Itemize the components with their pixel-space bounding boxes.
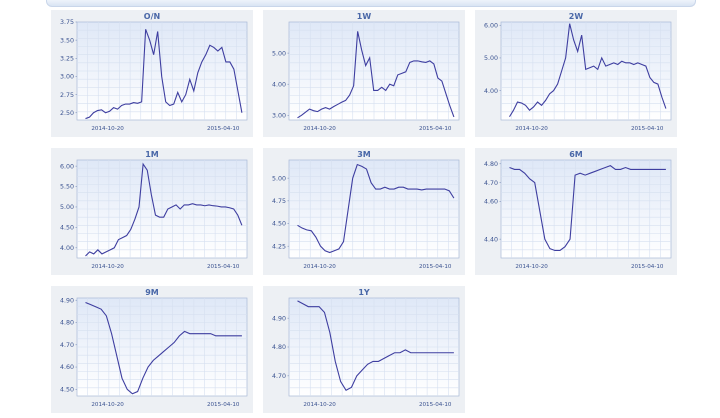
chart-title: 6M [569, 150, 583, 159]
chart-title: O/N [144, 12, 160, 21]
x-tick-label: 2014-10-20 [91, 264, 124, 270]
series-line [85, 29, 243, 120]
y-tick-label: 3.00 [272, 113, 286, 120]
chart-panel-1y: 1Y 4.70 4.80 4.90 2014-10-20 2015-04-10 [263, 286, 465, 413]
top-header-bar [46, 0, 696, 7]
series-line [297, 163, 455, 254]
chart-svg: 1W 3.00 4.00 5.00 2014-10-20 2015-04-10 [272, 12, 460, 132]
series-line [509, 23, 667, 118]
y-tick-label: 5.00 [60, 204, 74, 211]
y-tick-label: 6.00 [484, 22, 498, 29]
y-tick-label: 5.00 [272, 50, 286, 57]
chart-svg: 6M 4.40 4.60 4.70 4.80 2014-10-20 2015-04-10 [484, 150, 672, 270]
x-tick-label: 2015-04-10 [207, 264, 240, 270]
y-tick-label: 5.00 [484, 55, 498, 62]
x-tick-label: 2014-10-20 [91, 126, 124, 132]
y-tick-label: 4.70 [272, 373, 286, 380]
y-tick-label: 4.25 [272, 243, 286, 250]
series-line [85, 301, 242, 395]
y-tick-label: 4.80 [272, 344, 286, 351]
y-tick-label: 4.70 [484, 180, 498, 187]
chart-svg: 9M 4.50 4.60 4.70 4.80 4.90 2014-10-20 2015-04-… [60, 288, 248, 408]
chart-panel-1m: 1M 4.00 4.50 5.00 5.50 6.00 2014-10-20 2015-04-… [51, 148, 253, 275]
x-tick-label: 2015-04-10 [207, 126, 240, 132]
y-tick-label: 4.50 [60, 225, 74, 232]
x-tick-label: 2015-04-10 [419, 264, 452, 270]
x-tick-label: 2014-10-20 [303, 402, 336, 408]
y-tick-label: 3.75 [60, 19, 74, 26]
y-tick-label: 4.00 [60, 245, 74, 252]
x-tick-label: 2015-04-10 [419, 126, 452, 132]
chart-panel-on: O/N 2.50 2.75 3.00 3.25 3.50 3.75 2014-10-20 201… [51, 10, 253, 137]
series-line [297, 31, 455, 119]
y-tick-label: 4.40 [484, 236, 498, 243]
x-tick-label: 2014-10-20 [515, 126, 548, 132]
y-tick-label: 4.80 [484, 161, 498, 168]
y-tick-label: 4.80 [60, 320, 74, 327]
chart-svg: O/N 2.50 2.75 3.00 3.25 3.50 3.75 2014-10-20 201… [60, 12, 248, 132]
y-tick-label: 4.75 [272, 198, 286, 205]
y-tick-label: 4.90 [272, 315, 286, 322]
chart-panel-9m: 9M 4.50 4.60 4.70 4.80 4.90 2014-10-20 2015-04-… [51, 286, 253, 413]
y-tick-label: 2.50 [60, 110, 74, 117]
x-tick-label: 2014-10-20 [515, 264, 548, 270]
x-tick-label: 2015-04-10 [419, 402, 452, 408]
chart-title: 1Y [358, 288, 370, 297]
chart-title: 9M [145, 288, 159, 297]
chart-panel-6m: 6M 4.40 4.60 4.70 4.80 2014-10-20 2015-04-10 [475, 148, 677, 275]
x-tick-label: 2015-04-10 [631, 264, 664, 270]
y-tick-label: 4.50 [60, 387, 74, 394]
y-tick-label: 4.60 [484, 199, 498, 206]
y-tick-label: 3.50 [60, 37, 74, 44]
x-tick-label: 2014-10-20 [303, 264, 336, 270]
y-tick-label: 4.70 [60, 342, 74, 349]
x-tick-label: 2014-10-20 [303, 126, 336, 132]
chart-title: 3M [357, 150, 371, 159]
chart-panel-3m: 3M 4.25 4.50 4.75 5.00 2014-10-20 2015-04-10 [263, 148, 465, 275]
chart-panel-2w: 2W 4.00 5.00 6.00 2014-10-20 2015-04-10 [475, 10, 677, 137]
y-tick-label: 5.50 [60, 184, 74, 191]
y-tick-label: 4.90 [60, 297, 74, 304]
x-tick-label: 2015-04-10 [631, 126, 664, 132]
y-tick-label: 4.60 [60, 364, 74, 371]
series-line [297, 300, 454, 391]
chart-title: 1W [357, 12, 372, 21]
y-tick-label: 6.00 [60, 163, 74, 170]
x-tick-label: 2015-04-10 [207, 402, 240, 408]
y-tick-label: 2.75 [60, 92, 74, 99]
series-line [85, 162, 243, 257]
y-tick-label: 3.00 [60, 74, 74, 81]
y-tick-label: 4.00 [272, 81, 286, 88]
y-tick-label: 5.00 [272, 175, 286, 182]
y-tick-label: 4.50 [272, 221, 286, 228]
chart-svg: 1M 4.00 4.50 5.00 5.50 6.00 2014-10-20 2015-04-… [60, 150, 248, 270]
chart-svg: 2W 4.00 5.00 6.00 2014-10-20 2015-04-10 [484, 12, 672, 132]
chart-svg: 3M 4.25 4.50 4.75 5.00 2014-10-20 2015-04-10 [272, 150, 460, 270]
chart-title: 2W [569, 12, 584, 21]
y-tick-label: 3.25 [60, 55, 74, 62]
y-tick-label: 4.00 [484, 88, 498, 95]
chart-svg: 1Y 4.70 4.80 4.90 2014-10-20 2015-04-10 [272, 288, 460, 408]
chart-title: 1M [145, 150, 159, 159]
chart-panel-1w: 1W 3.00 4.00 5.00 2014-10-20 2015-04-10 [263, 10, 465, 137]
series-line [509, 165, 666, 252]
x-tick-label: 2014-10-20 [91, 402, 124, 408]
